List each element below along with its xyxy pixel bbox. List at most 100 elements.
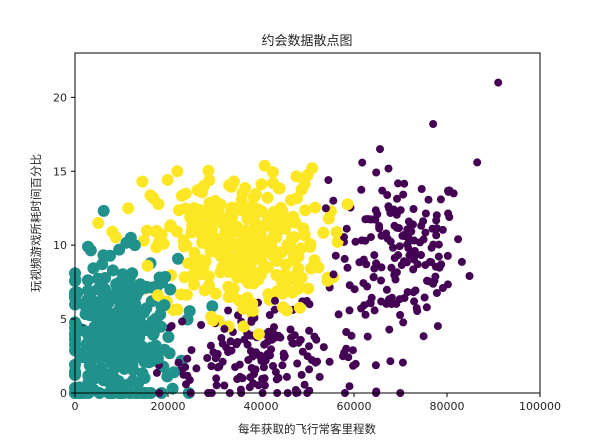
data-point (209, 348, 218, 357)
data-point (287, 333, 295, 342)
data-point (270, 229, 282, 242)
data-point (340, 233, 348, 242)
data-point (183, 354, 192, 363)
data-point (382, 285, 391, 294)
data-point (284, 239, 297, 252)
data-point (409, 288, 418, 297)
data-point (279, 258, 292, 271)
data-point (224, 306, 233, 315)
data-point (293, 359, 302, 368)
data-point (443, 251, 452, 260)
data-point (92, 311, 105, 324)
data-point (92, 217, 105, 229)
data-point (351, 237, 360, 246)
data-point (259, 363, 268, 372)
data-point (387, 300, 396, 309)
data-point (159, 271, 172, 283)
data-point (82, 240, 94, 253)
data-point (421, 228, 430, 237)
data-point (260, 381, 269, 390)
data-point (82, 376, 95, 389)
data-point (434, 240, 443, 249)
data-point (430, 276, 439, 285)
data-point (358, 158, 367, 167)
chart-title: 约会数据散点图 (261, 34, 352, 49)
y-tick-label: 20 (53, 91, 67, 104)
data-point (237, 320, 250, 333)
data-point (211, 354, 220, 363)
data-point (140, 224, 153, 237)
y-axis-title: 玩视频游戏所耗时间百分比 (29, 154, 43, 292)
data-point (151, 280, 164, 292)
data-point (432, 216, 441, 225)
data-point (436, 195, 445, 204)
data-point (406, 219, 415, 228)
data-point (343, 263, 352, 272)
data-point (256, 264, 269, 277)
points-layer (69, 78, 503, 399)
data-point (399, 190, 408, 199)
data-point (204, 241, 217, 254)
data-point (329, 196, 338, 205)
data-point (258, 159, 271, 172)
data-point (357, 304, 366, 313)
data-point (371, 215, 380, 224)
data-point (325, 357, 334, 366)
data-point (123, 272, 136, 285)
data-point (388, 293, 396, 302)
data-point (272, 285, 285, 298)
data-point (152, 368, 161, 377)
data-point (87, 262, 100, 275)
x-tick-label: 100000 (519, 400, 561, 413)
data-point (114, 385, 127, 398)
data-point (181, 363, 190, 372)
data-point (370, 251, 379, 260)
data-point (224, 262, 237, 275)
data-point (267, 206, 280, 218)
data-point (255, 178, 268, 191)
data-point (239, 182, 252, 194)
data-point (295, 271, 308, 284)
data-point (303, 352, 312, 361)
data-point (192, 364, 201, 373)
data-point (215, 362, 224, 371)
data-point (402, 258, 411, 267)
data-point (235, 360, 244, 369)
data-point (302, 282, 315, 295)
data-point (348, 346, 357, 355)
data-point (428, 224, 437, 233)
data-point (425, 257, 434, 266)
data-point (178, 317, 187, 326)
data-point (329, 270, 338, 279)
data-point (385, 325, 394, 334)
data-point (261, 356, 270, 365)
data-point (106, 264, 119, 277)
data-point (423, 276, 431, 285)
data-point (260, 340, 269, 349)
data-point (434, 252, 443, 261)
data-point (340, 348, 349, 357)
data-point (362, 260, 371, 269)
data-point (345, 306, 354, 315)
data-point (233, 338, 242, 346)
data-point (321, 204, 330, 213)
data-point (227, 175, 240, 188)
data-point (124, 231, 137, 244)
data-point (241, 291, 254, 304)
data-point (212, 374, 221, 383)
data-point (369, 273, 378, 282)
data-point (246, 347, 255, 356)
data-point (331, 251, 340, 260)
data-point (391, 275, 400, 284)
data-point (300, 380, 309, 389)
data-point (274, 271, 287, 284)
data-point (107, 309, 120, 322)
data-point (422, 303, 431, 312)
data-point (203, 354, 212, 362)
data-point (131, 317, 144, 330)
data-point (438, 225, 447, 234)
data-point (386, 357, 395, 366)
data-point (367, 293, 376, 302)
data-point (81, 352, 93, 365)
data-point (305, 326, 314, 335)
